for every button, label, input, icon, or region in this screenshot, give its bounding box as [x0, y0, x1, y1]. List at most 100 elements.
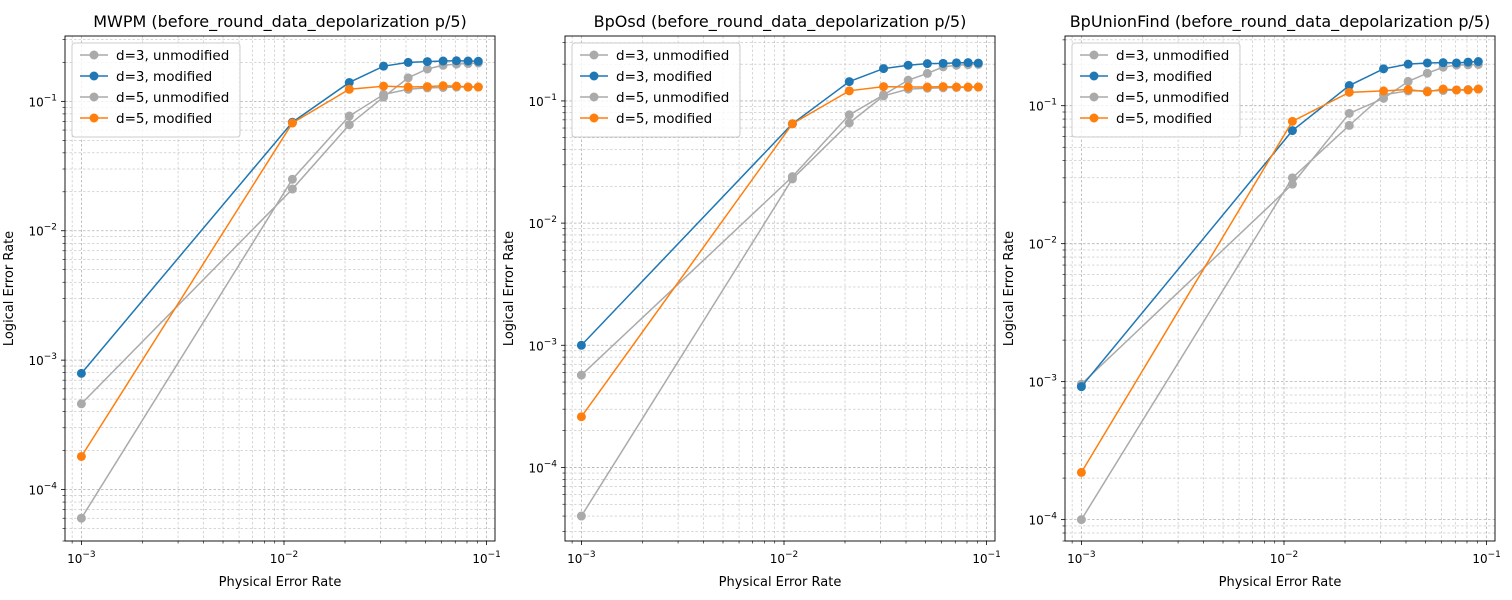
legend-label: d=3, modified — [1116, 69, 1212, 85]
legend-label: d=3, unmodified — [116, 48, 229, 64]
data-point — [1076, 515, 1086, 525]
data-point — [963, 82, 973, 92]
series-2 — [1076, 57, 1483, 392]
x-tick-label: 10−3 — [1067, 550, 1096, 566]
legend-marker — [1089, 113, 1099, 123]
data-point — [1438, 58, 1448, 68]
data-point — [379, 81, 389, 91]
data-point — [403, 82, 413, 92]
data-point — [1344, 108, 1354, 118]
data-point — [451, 56, 461, 66]
series-line — [80, 59, 479, 374]
legend-box — [1071, 42, 1241, 138]
data-point — [379, 61, 389, 71]
chart-title: MWPM (before_round_data_depolarization p… — [93, 12, 467, 32]
y-axis-label: Logical Error Rate — [1002, 231, 1017, 346]
data-point — [576, 340, 586, 350]
data-point — [1473, 84, 1483, 94]
y-tick-label: 10−3 — [1028, 374, 1057, 390]
data-point — [951, 82, 961, 92]
data-point — [1422, 58, 1432, 68]
data-point — [422, 57, 432, 67]
data-point — [287, 184, 297, 194]
series-4 — [1076, 84, 1483, 477]
data-point — [1344, 87, 1354, 97]
y-tick-label: 10−4 — [528, 459, 557, 475]
legend-marker — [89, 113, 99, 123]
data-point — [576, 412, 586, 422]
data-point — [76, 513, 86, 523]
data-point — [973, 58, 983, 68]
grid — [565, 36, 995, 541]
data-point — [1287, 126, 1297, 136]
x-axis-label: Physical Error Rate — [719, 575, 842, 590]
x-tick-label: 10−1 — [972, 550, 1001, 566]
axes-frame — [1064, 35, 1496, 542]
legend-label: d=5, unmodified — [116, 90, 229, 106]
y-tick-label: 10−1 — [1028, 98, 1057, 114]
data-point — [344, 120, 354, 130]
legend-label: d=3, modified — [616, 69, 712, 85]
data-point — [1463, 85, 1473, 95]
data-point — [1473, 57, 1483, 67]
data-point — [903, 82, 913, 92]
axes-frame — [64, 35, 496, 542]
data-point — [1344, 120, 1354, 130]
data-point — [1422, 87, 1432, 97]
data-point — [1287, 116, 1297, 126]
legend-marker — [89, 71, 99, 81]
axes-frame — [564, 35, 996, 542]
data-point — [1379, 86, 1389, 96]
data-point — [879, 91, 889, 101]
data-point — [1422, 68, 1432, 78]
y-tick-label: 10−4 — [1028, 512, 1057, 528]
y-tick-label: 10−3 — [28, 352, 57, 368]
x-tick-label: 10−3 — [67, 550, 96, 566]
data-point — [1344, 81, 1354, 91]
data-point — [1463, 57, 1473, 67]
series-4 — [76, 81, 483, 461]
y-tick-label: 10−1 — [28, 93, 57, 109]
data-point — [1379, 64, 1389, 74]
series-line — [580, 63, 979, 376]
x-tick-label: 10−2 — [1270, 550, 1299, 566]
legend-label: d=3, unmodified — [616, 48, 729, 64]
series-3 — [76, 82, 483, 523]
data-point — [287, 118, 297, 128]
data-point — [344, 111, 354, 121]
legend: d=3, unmodified d=3, modified d=5, unmodif… — [1071, 42, 1241, 138]
series-3 — [576, 82, 983, 521]
legend-label: d=5, modified — [1116, 111, 1212, 127]
legend-marker — [589, 92, 599, 102]
data-point — [844, 77, 854, 87]
data-point — [938, 82, 948, 92]
data-point — [76, 368, 86, 378]
chart-title: BpUnionFind (before_round_data_depolariz… — [1070, 12, 1491, 32]
data-point — [344, 84, 354, 94]
grid — [1065, 36, 1495, 542]
legend-marker — [589, 113, 599, 123]
legend-label: d=5, modified — [616, 111, 712, 127]
data-point — [422, 64, 432, 74]
x-tick-label: 10−2 — [770, 550, 799, 566]
data-point — [1451, 58, 1461, 68]
data-point — [463, 82, 473, 92]
data-point — [344, 77, 354, 87]
series-line — [580, 61, 979, 346]
data-point — [1287, 173, 1297, 183]
data-point — [438, 56, 448, 66]
x-tick-label: 10−1 — [472, 550, 501, 566]
series-line — [1080, 63, 1479, 385]
data-point — [879, 82, 889, 92]
data-point — [844, 110, 854, 120]
legend-marker — [89, 50, 99, 60]
data-point — [963, 58, 973, 68]
data-point — [422, 82, 432, 92]
y-tick-label: 10−2 — [28, 223, 57, 239]
data-point — [951, 58, 961, 68]
data-point — [1403, 59, 1413, 69]
series-line — [1080, 60, 1479, 388]
series-3 — [1076, 84, 1483, 525]
data-point — [922, 59, 932, 69]
